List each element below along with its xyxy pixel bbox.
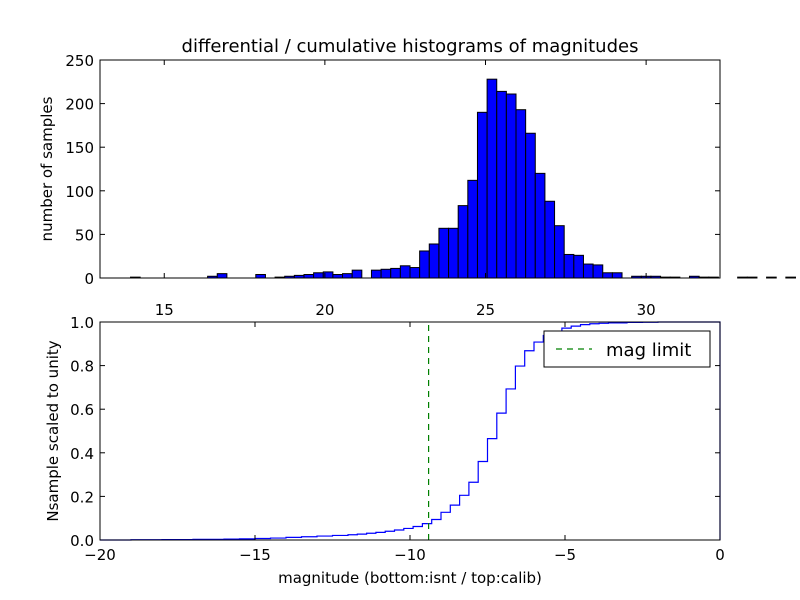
bottom-ytick-label: 0.6 (70, 401, 94, 419)
bottom-ytick-label: 1.0 (70, 314, 94, 332)
legend-label-mag-limit: mag limit (606, 340, 691, 361)
histogram-bar (525, 132, 536, 279)
bottom-plot-frame (99, 321, 721, 541)
top-chart-title: differential / cumulative histograms of … (182, 36, 639, 57)
histogram-bar (255, 274, 266, 279)
histogram-bar (766, 276, 777, 279)
top-ytick-label: 50 (75, 226, 94, 244)
histogram-bar (486, 78, 498, 279)
histogram-bar (313, 272, 324, 279)
top-axis-ticks: 15 20 25 30 0 50 100 150 200 250 (65, 52, 720, 319)
histogram-bar (737, 276, 748, 279)
histogram-bar (746, 276, 758, 279)
bottom-ytick-label: 0.2 (70, 488, 94, 506)
histogram-bar (428, 243, 440, 279)
histogram-bar (563, 253, 575, 279)
histogram-bar (602, 272, 613, 279)
top-histogram-bars (130, 78, 796, 279)
cumulative-step-line (100, 321, 721, 541)
histogram-bar (534, 172, 546, 279)
bottom-xtick-label: −20 (84, 546, 116, 564)
histogram-bar (592, 264, 604, 279)
histogram-bar (554, 225, 565, 279)
histogram-bar (467, 179, 478, 279)
histogram-bar (785, 276, 796, 279)
histogram-bar (438, 227, 450, 279)
bottom-ytick-label: 0.8 (70, 358, 94, 376)
top-ytick-label: 100 (65, 183, 94, 201)
histogram-bar (342, 273, 353, 279)
bottom-xtick-label: −5 (554, 546, 576, 564)
top-xtick-label: 20 (315, 301, 334, 319)
histogram-bar (380, 268, 392, 279)
histogram-bar (515, 109, 527, 279)
histogram-bar (611, 272, 623, 279)
histogram-bar (332, 274, 344, 279)
histogram-bar (409, 267, 421, 279)
top-plot-frame (99, 59, 721, 279)
histogram-bar (457, 205, 469, 279)
bottom-xtick-label: 0 (715, 546, 725, 564)
histogram-bar (216, 273, 228, 279)
bottom-ytick-label: 0.4 (70, 445, 94, 463)
histogram-bar (370, 269, 382, 279)
top-ytick-label: 0 (84, 270, 94, 288)
legend: mag limit (543, 330, 711, 368)
top-xtick-label: 15 (155, 301, 174, 319)
bottom-xtick-label: −15 (239, 546, 271, 564)
histogram-bar (351, 269, 363, 279)
top-histogram-chart: differential / cumulative histograms of … (38, 36, 796, 319)
histogram-bar (390, 267, 401, 279)
bottom-cumulative-chart: magnitude (bottom:isnt / top:calib) Nsam… (44, 314, 725, 587)
bottom-series-lines (100, 321, 721, 541)
histogram-bar (582, 263, 594, 279)
histogram-bar (476, 111, 488, 279)
top-ytick-label: 200 (65, 96, 94, 114)
histogram-bar (544, 200, 556, 279)
bottom-chart-ylabel: Nsample scaled to unity (44, 340, 62, 521)
histogram-bar (573, 254, 584, 279)
bottom-ytick-label: 0.0 (70, 532, 94, 550)
bottom-chart-xlabel: magnitude (bottom:isnt / top:calib) (278, 569, 542, 587)
top-chart-ylabel: number of samples (38, 96, 56, 241)
histogram-bar (496, 90, 507, 279)
histogram-bar (303, 274, 315, 279)
histogram-bar (399, 265, 411, 279)
top-ytick-label: 250 (65, 52, 94, 70)
top-xtick-label: 30 (637, 301, 656, 319)
histogram-bar (419, 250, 430, 279)
histogram-bar (448, 227, 459, 279)
top-xtick-label: 25 (476, 301, 495, 319)
bottom-axis-ticks: −20 −15 −10 −5 0 0.0 0.2 0.4 0.6 0.8 1.0 (70, 314, 725, 564)
top-ytick-label: 150 (65, 139, 94, 157)
bottom-xtick-label: −10 (394, 546, 426, 564)
histogram-bar (505, 93, 517, 279)
